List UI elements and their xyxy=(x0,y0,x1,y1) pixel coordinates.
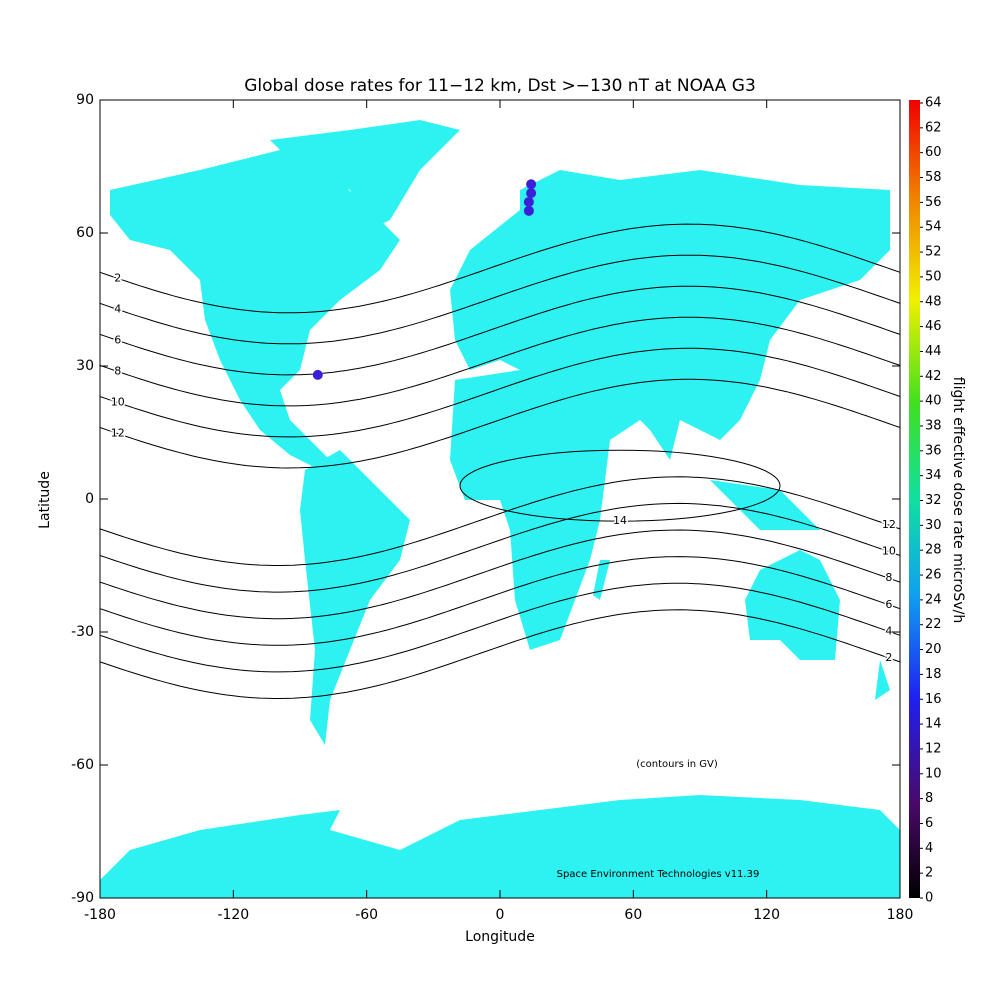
colorbar-tick-label: 10 xyxy=(925,766,942,781)
contour-label: 4 xyxy=(114,302,121,315)
colorbar-tick-label: 46 xyxy=(925,319,942,334)
contour-label: 6 xyxy=(885,598,892,611)
x-tick-label: -180 xyxy=(84,907,116,923)
colorbar-tick-label: 44 xyxy=(925,344,942,359)
colorbar-tick-label: 42 xyxy=(925,369,942,384)
colorbar-tick-label: 32 xyxy=(925,493,942,508)
x-tick-label: -120 xyxy=(217,907,249,923)
colorbar-tick-label: 40 xyxy=(925,394,942,409)
colorbar-tick-label: 4 xyxy=(925,841,933,856)
contour-line xyxy=(99,476,901,566)
greenland xyxy=(270,120,460,230)
x-tick-label: 0 xyxy=(496,907,505,923)
contour-layer: 2 2 4 4 6 6 8 8 10 10 12 12 14 xyxy=(99,223,901,699)
north-america xyxy=(110,150,400,470)
contour-line xyxy=(99,609,901,699)
colorbar-tick-label: 16 xyxy=(925,692,942,707)
contour-label: 8 xyxy=(114,365,121,378)
x-axis-label: Longitude xyxy=(465,929,535,945)
colorbar-tick-label: 14 xyxy=(925,717,942,732)
new-zealand xyxy=(875,660,890,700)
credit: Space Environment Technologies v11.39 xyxy=(557,869,760,880)
colorbar-tick-label: 20 xyxy=(925,642,942,657)
africa xyxy=(450,370,640,650)
x-tick-label: 120 xyxy=(753,907,780,923)
colorbar-tick-label: 28 xyxy=(925,543,942,558)
madagascar xyxy=(593,560,610,600)
colorbar-label: flight effective dose rate microSv/h xyxy=(950,377,966,623)
chart-title: Global dose rates for 11−12 km, Dst >−13… xyxy=(244,76,756,96)
colorbar-tick-label: 18 xyxy=(925,667,942,682)
colorbar xyxy=(909,100,920,898)
y-axis-label: Latitude xyxy=(37,471,53,529)
contour-label: 12 xyxy=(111,427,125,440)
colorbar-tick-label: 0 xyxy=(925,891,933,906)
y-tick-label: 60 xyxy=(76,225,94,241)
contour-line xyxy=(99,378,901,469)
y-tick-label: 90 xyxy=(76,92,94,108)
contour-line xyxy=(99,223,901,314)
colorbar-tick-label: 12 xyxy=(925,741,942,756)
contour-line xyxy=(99,347,901,438)
dose-point xyxy=(526,188,537,199)
colorbar-tick-label: 58 xyxy=(925,170,942,185)
colorbar-tick-label: 56 xyxy=(925,195,942,210)
dose-point xyxy=(526,179,537,190)
colorbar-tick-label: 54 xyxy=(925,220,942,235)
x-tick-label: -60 xyxy=(355,907,378,923)
contour-line xyxy=(99,285,901,376)
colorbar-tick-label: 8 xyxy=(925,791,933,806)
contour-label: 4 xyxy=(885,624,892,637)
dose-point xyxy=(312,369,323,380)
contour-label: 14 xyxy=(613,514,627,527)
colorbar-tick-label: 22 xyxy=(925,617,942,632)
contour-line xyxy=(99,254,901,345)
australia xyxy=(745,550,840,660)
antarctica xyxy=(100,795,900,898)
colorbar-tick-label: 36 xyxy=(925,443,942,458)
contour-label: 8 xyxy=(885,571,892,584)
contour-label: 10 xyxy=(882,545,896,558)
colorbar-tick-label: 60 xyxy=(925,145,942,160)
y-tick-label: 30 xyxy=(76,358,94,374)
contour-line xyxy=(99,316,901,407)
contour-label: 10 xyxy=(111,396,125,409)
contour-line xyxy=(99,502,901,593)
eurasia xyxy=(450,170,890,460)
contour-line xyxy=(99,556,901,646)
se-asia-islands xyxy=(710,480,820,530)
contour-line xyxy=(459,449,781,522)
contour-label: 12 xyxy=(882,518,896,531)
colorbar-tick-label: 48 xyxy=(925,294,942,309)
contour-label: 2 xyxy=(885,651,892,664)
contour-line xyxy=(99,529,901,620)
colorbar-tick-label: 34 xyxy=(925,468,942,483)
dose-point xyxy=(523,196,534,207)
south-america xyxy=(300,450,410,745)
colorbar-tick-label: 52 xyxy=(925,245,942,260)
y-tick-label: -60 xyxy=(71,757,94,773)
dose-point xyxy=(523,205,534,216)
y-tick-label: 0 xyxy=(85,491,94,507)
x-tick-label: 60 xyxy=(624,907,642,923)
colorbar-tick-label: 50 xyxy=(925,269,942,284)
y-tick-label: -30 xyxy=(71,624,94,640)
colorbar-tick-label: 6 xyxy=(925,816,933,831)
colorbar-tick-label: 24 xyxy=(925,592,942,607)
contour-label: 6 xyxy=(114,334,121,347)
colorbar-tick-label: 62 xyxy=(925,120,942,135)
y-tick-label: -90 xyxy=(71,890,94,906)
x-tick-label: 180 xyxy=(887,907,914,923)
colorbar-tick-label: 2 xyxy=(925,866,933,881)
continents xyxy=(100,120,900,898)
colorbar-tick-label: 26 xyxy=(925,568,942,583)
contour-line xyxy=(99,582,901,673)
colorbar-tick-label: 38 xyxy=(925,418,942,433)
contour-label: 2 xyxy=(114,271,121,284)
colorbar-tick-label: 64 xyxy=(925,96,942,111)
colorbar-tick-label: 30 xyxy=(925,518,942,533)
contour-note: (contours in GV) xyxy=(636,759,718,770)
